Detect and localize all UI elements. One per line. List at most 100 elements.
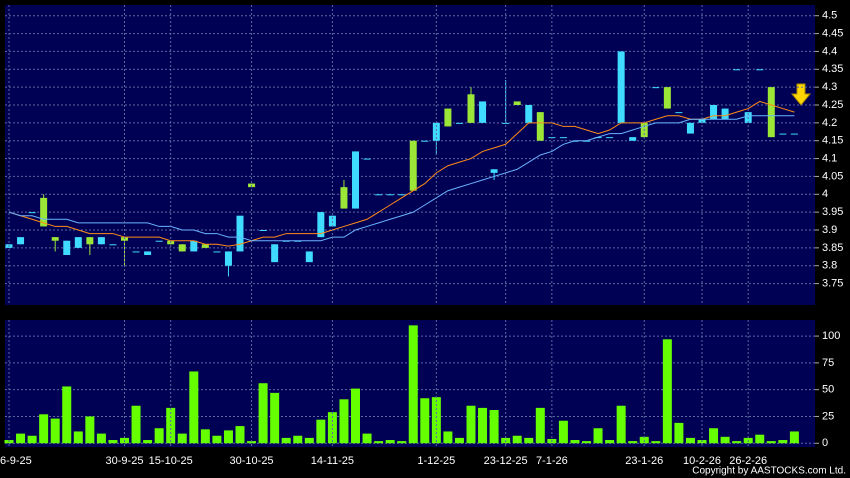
- volume-bar: [605, 440, 615, 444]
- volume-bar: [189, 371, 199, 444]
- volume-bar: [651, 441, 661, 444]
- candle-body: [224, 251, 232, 266]
- x-tick-label: 14-11-25: [311, 455, 354, 467]
- candle-body: [479, 101, 487, 123]
- volume-bar: [177, 433, 187, 444]
- candle-body: [767, 87, 775, 138]
- candle-body: [675, 112, 683, 114]
- candle-body: [51, 237, 59, 241]
- candle-body: [386, 194, 394, 196]
- volume-bar: [628, 441, 638, 444]
- candle-body: [629, 137, 637, 141]
- volume-bar: [443, 431, 453, 444]
- volume-bar: [247, 441, 257, 444]
- y-tick-label: 4.35: [822, 63, 843, 75]
- candle-body: [201, 244, 209, 248]
- volume-bar: [524, 437, 534, 444]
- candle-body: [525, 105, 533, 123]
- volume-bar: [593, 428, 603, 444]
- down-arrow-icon: [790, 83, 812, 106]
- candle-body: [513, 101, 521, 105]
- y-tick-label: 4.3: [822, 81, 837, 93]
- candle-body: [317, 212, 325, 238]
- candle-body: [144, 251, 152, 255]
- volume-bar: [351, 388, 360, 444]
- y-tick-label: 100: [822, 330, 840, 342]
- volume-bar: [778, 440, 788, 444]
- candle-body: [733, 69, 741, 71]
- candle-body: [63, 240, 71, 255]
- candle-body: [259, 230, 267, 231]
- y-tick-label: 4.05: [822, 170, 843, 182]
- volume-bar: [258, 383, 268, 444]
- candle-body: [790, 133, 798, 135]
- volume-bar: [616, 405, 626, 444]
- x-tick-label: 30-10-25: [230, 455, 274, 467]
- x-tick-label: 30-9-25: [106, 455, 144, 467]
- candle-body: [74, 237, 82, 248]
- volume-bar: [489, 410, 499, 444]
- candle-body: [109, 244, 117, 246]
- volume-bar: [454, 437, 464, 444]
- y-tick-label: 4: [822, 188, 828, 200]
- x-tick-label: 10-2-26: [683, 455, 721, 467]
- volume-bar: [397, 441, 407, 444]
- y-tick-label: 4.2: [822, 117, 837, 129]
- volume-bar: [570, 440, 580, 444]
- candle-body: [421, 140, 429, 142]
- volume-bar: [293, 435, 303, 444]
- x-tick-label: 1-12-25: [417, 455, 455, 467]
- candle-body: [190, 240, 198, 252]
- candle-body: [178, 244, 186, 252]
- volume-bar: [131, 405, 141, 444]
- moving-average-line: [8, 115, 795, 242]
- volume-bar: [212, 435, 222, 444]
- volume-bar: [512, 435, 522, 444]
- candle-body: [606, 137, 614, 139]
- candle-body: [132, 251, 140, 253]
- candle-body: [779, 133, 787, 135]
- volume-bar: [73, 431, 83, 444]
- x-tick-label: 15-10-25: [149, 455, 193, 467]
- moving-average-line: [8, 100, 795, 247]
- volume-bar: [39, 414, 49, 444]
- volume-bar: [420, 398, 430, 444]
- candle-body: [213, 251, 221, 253]
- y-tick-label: 3.95: [822, 206, 843, 218]
- candle-body: [97, 237, 105, 245]
- volume-bar: [281, 437, 291, 444]
- candle-body: [686, 122, 694, 134]
- volume-bar: [339, 399, 349, 444]
- candle-body: [340, 187, 348, 209]
- y-tick-label: 3.85: [822, 242, 843, 254]
- candle-body: [236, 215, 244, 252]
- volume-bar: [766, 441, 776, 444]
- y-tick-label: 25: [822, 410, 834, 422]
- volume-bar: [304, 437, 314, 444]
- y-tick-label: 75: [822, 357, 834, 369]
- candle-body: [455, 122, 463, 124]
- candle-body: [663, 87, 671, 109]
- y-tick-label: 3.8: [822, 260, 837, 272]
- candle-body: [363, 158, 371, 160]
- y-tick-label: 3.75: [822, 277, 843, 289]
- y-tick-label: 50: [822, 384, 834, 396]
- volume-bar: [709, 428, 719, 444]
- volume-bar: [662, 339, 672, 444]
- y-tick-label: 4.15: [822, 135, 843, 147]
- candle-body: [375, 194, 383, 196]
- volume-bar: [85, 416, 95, 444]
- candle-body: [710, 105, 718, 120]
- y-tick-label: 0: [822, 437, 828, 449]
- y-tick-label: 4.4: [822, 45, 837, 57]
- volume-bar: [270, 392, 280, 444]
- candle-body: [305, 251, 313, 263]
- x-tick-label: 23-12-25: [484, 455, 528, 467]
- volume-bar: [755, 434, 765, 444]
- volume-bar: [789, 431, 799, 444]
- x-tick-label: 6-9-25: [0, 455, 32, 467]
- candle-body: [398, 194, 406, 196]
- candle-body: [490, 169, 498, 173]
- volume-bar: [582, 441, 591, 444]
